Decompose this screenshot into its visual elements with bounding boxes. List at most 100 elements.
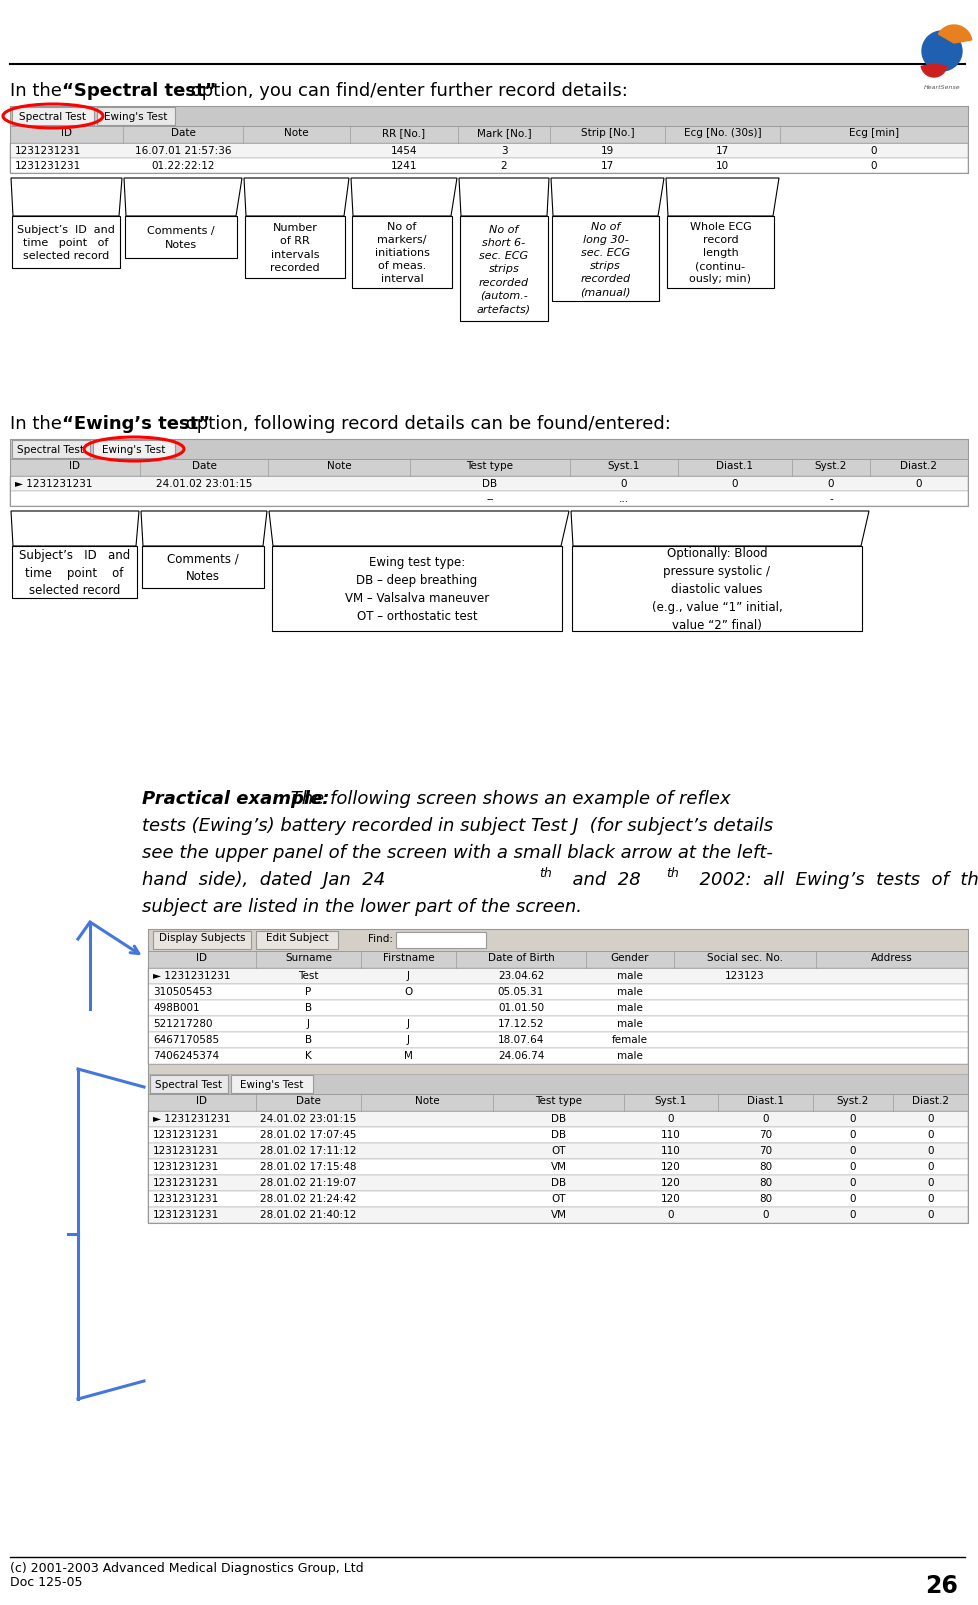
Text: tests (Ewing’s) battery recorded in subject Test J  (for subject’s details: tests (Ewing’s) battery recorded in subj… [142,817,773,835]
Text: th: th [539,867,552,880]
Text: male: male [616,987,643,997]
Text: VM: VM [550,1162,566,1172]
Bar [10,491,967,507]
Text: Diast.2: Diast.2 [911,1095,948,1106]
Bar [148,1143,967,1159]
Bar [10,440,967,507]
Text: DB: DB [551,1114,565,1124]
Text: Syst.2: Syst.2 [814,461,846,470]
Text: The following screen shows an example of reflex: The following screen shows an example of… [285,790,730,807]
Text: Surname: Surname [285,952,332,963]
Text: 70: 70 [758,1130,772,1140]
Text: J: J [307,1018,310,1029]
Text: Date: Date [170,128,196,138]
Text: Doc 125-05: Doc 125-05 [10,1575,82,1587]
Bar [148,952,967,968]
Text: option, following record details can be found/entered:: option, following record details can be … [180,414,670,433]
Polygon shape [570,512,868,547]
Bar [12,108,94,125]
Text: HeartSense: HeartSense [923,85,959,90]
Text: 0: 0 [849,1146,856,1156]
Text: Diast.1: Diast.1 [716,461,753,470]
Bar [272,547,561,632]
Text: ► 1231231231: ► 1231231231 [153,1114,230,1124]
Bar [10,127,967,144]
Bar [148,1175,967,1191]
Text: Edit Subject: Edit Subject [265,933,328,942]
Text: 1231231231: 1231231231 [153,1193,219,1204]
Text: 1231231231: 1231231231 [153,1176,219,1188]
Text: J: J [407,1034,410,1045]
Text: 1241: 1241 [390,160,417,170]
Text: 0: 0 [849,1176,856,1188]
Text: (c) 2001-2003 Advanced Medical Diagnostics Group, Ltd: (c) 2001-2003 Advanced Medical Diagnosti… [10,1562,363,1575]
Text: OT: OT [551,1146,565,1156]
Text: Ewing's Test: Ewing's Test [103,445,165,454]
Text: 80: 80 [758,1176,772,1188]
Text: subject are listed in the lower part of the screen.: subject are listed in the lower part of … [142,897,581,915]
Polygon shape [11,178,122,217]
Text: Note: Note [327,461,351,470]
Text: 2: 2 [500,160,507,170]
Text: M: M [404,1050,413,1061]
Text: see the upper panel of the screen with a small black arrow at the left-: see the upper panel of the screen with a… [142,844,772,862]
Text: In the: In the [10,82,67,100]
Text: Firstname: Firstname [382,952,434,963]
Text: 120: 120 [660,1162,680,1172]
Bar [148,968,967,984]
Text: 521217280: 521217280 [153,1018,212,1029]
Bar [12,547,137,599]
Text: Social sec. No.: Social sec. No. [706,952,782,963]
Bar [231,1075,313,1093]
Polygon shape [141,512,267,547]
Text: Note: Note [415,1095,439,1106]
Text: ID: ID [61,128,72,138]
Text: Practical example:: Practical example: [142,790,330,807]
Polygon shape [269,512,568,547]
Text: In the: In the [10,414,67,433]
Text: B: B [304,1034,312,1045]
Bar [153,931,250,950]
Bar [255,931,337,950]
Text: 2002:  all  Ewing’s  tests  of  this: 2002: all Ewing’s tests of this [688,870,978,889]
Bar [666,217,774,289]
Text: Address: Address [870,952,911,963]
Text: Date of Birth: Date of Birth [487,952,554,963]
Text: ID: ID [197,1095,207,1106]
Text: 0: 0 [667,1209,674,1220]
Text: Mark [No.]: Mark [No.] [476,128,531,138]
Text: 0: 0 [869,160,876,170]
Text: 05.05.31: 05.05.31 [498,987,544,997]
Text: 18.07.64: 18.07.64 [497,1034,544,1045]
Text: 70: 70 [758,1146,772,1156]
Text: 1231231231: 1231231231 [15,146,81,156]
Wedge shape [920,64,946,79]
Bar [552,217,658,302]
Text: Ewing's Test: Ewing's Test [240,1079,303,1090]
Text: 1231231231: 1231231231 [153,1209,219,1220]
Bar [93,441,175,459]
Text: Spectral Test: Spectral Test [156,1079,222,1090]
Text: Diast.2: Diast.2 [900,461,937,470]
Bar [12,441,90,459]
Text: Number
of RR
intervals
recorded: Number of RR intervals recorded [270,223,320,273]
Text: Spectral Test: Spectral Test [20,112,86,122]
Text: Ewing test type:
DB – deep breathing
VM – Valsalva maneuver
OT – orthostatic tes: Ewing test type: DB – deep breathing VM … [344,555,489,623]
Text: B: B [304,1003,312,1013]
Text: 0: 0 [667,1114,674,1124]
Text: 1231231231: 1231231231 [15,160,81,170]
Text: 0: 0 [914,478,921,488]
Bar [10,459,967,477]
Text: DB: DB [551,1130,565,1140]
Bar [10,108,967,173]
Text: 110: 110 [660,1146,680,1156]
Text: 24.06.74: 24.06.74 [497,1050,544,1061]
Text: ...: ... [618,494,629,504]
Text: Note: Note [284,128,308,138]
Text: 120: 120 [660,1193,680,1204]
Text: 28.01.02 21:40:12: 28.01.02 21:40:12 [260,1209,356,1220]
Text: 0: 0 [731,478,737,488]
Circle shape [921,32,961,72]
Bar [10,440,967,459]
Text: ID: ID [197,952,207,963]
